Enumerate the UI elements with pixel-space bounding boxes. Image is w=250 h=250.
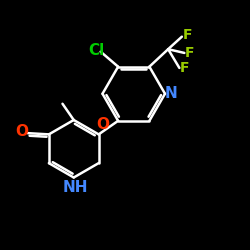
Text: Cl: Cl [88, 43, 104, 58]
Text: NH: NH [62, 180, 88, 194]
Text: F: F [180, 61, 190, 75]
Text: O: O [16, 124, 28, 139]
Text: O: O [96, 117, 110, 132]
Text: F: F [182, 28, 192, 42]
Text: N: N [165, 86, 177, 101]
Text: F: F [185, 46, 195, 60]
